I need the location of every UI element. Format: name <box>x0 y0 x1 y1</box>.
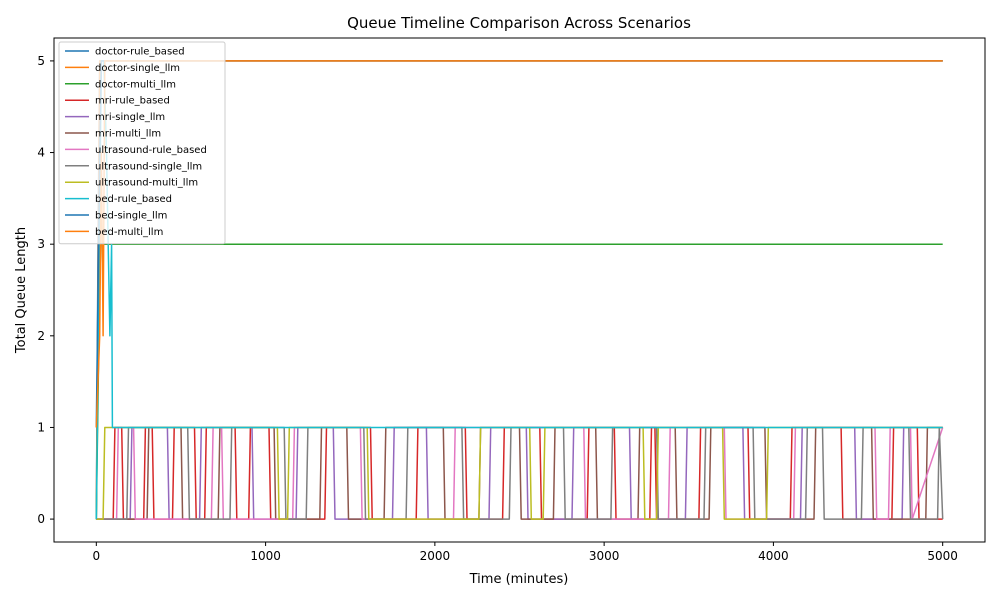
y-tick-label: 1 <box>37 420 45 434</box>
legend-entry: doctor-rule_based <box>95 47 185 58</box>
x-axis-ticks: 0 1000 2000 3000 4000 5000 <box>92 542 958 563</box>
x-tick-label: 4000 <box>758 549 789 563</box>
series-line-ultrasound-multi_llm <box>96 426 943 520</box>
legend-entry: doctor-multi_llm <box>95 79 176 90</box>
plot-frame <box>53 37 986 543</box>
x-tick-label: 5000 <box>927 549 958 563</box>
x-tick-label: 0 <box>92 549 100 563</box>
x-tick-label: 2000 <box>420 549 451 563</box>
y-tick-label: 2 <box>37 329 45 343</box>
x-tick-label: 1000 <box>250 549 281 563</box>
y-axis-label: Total Queue Length <box>14 227 29 354</box>
legend-entry: ultrasound-multi_llm <box>95 178 198 189</box>
y-axis-ticks: 0 1 2 3 4 5 <box>37 54 54 526</box>
legend-entry: ultrasound-single_llm <box>95 161 202 172</box>
legend: doctor-rule_based doctor-single_llmdoctor… <box>58 41 226 245</box>
x-axis-label: Time (minutes) <box>469 572 569 587</box>
legend-entry: mri-multi_llm <box>95 129 161 140</box>
legend-entry: doctor-single_llm <box>95 63 180 74</box>
y-tick-label: 4 <box>37 146 45 160</box>
legend-entry: bed-multi_llm <box>95 227 163 238</box>
y-tick-label: 5 <box>37 54 45 68</box>
legend-entry: mri-rule_based <box>95 96 170 107</box>
legend-entry: mri-single_llm <box>95 112 165 123</box>
legend-entry: ultrasound-rule_based <box>95 145 207 156</box>
y-tick-label: 3 <box>37 237 45 251</box>
series-line-mri-single_llm <box>96 426 943 520</box>
legend-entry: bed-single_llm <box>95 211 167 222</box>
chart-title: Queue Timeline Comparison Across Scenari… <box>347 14 691 32</box>
legend-box <box>58 41 226 245</box>
x-tick-label: 3000 <box>589 549 620 563</box>
legend-entry: bed-rule_based <box>95 194 172 205</box>
y-tick-label: 0 <box>37 512 45 526</box>
